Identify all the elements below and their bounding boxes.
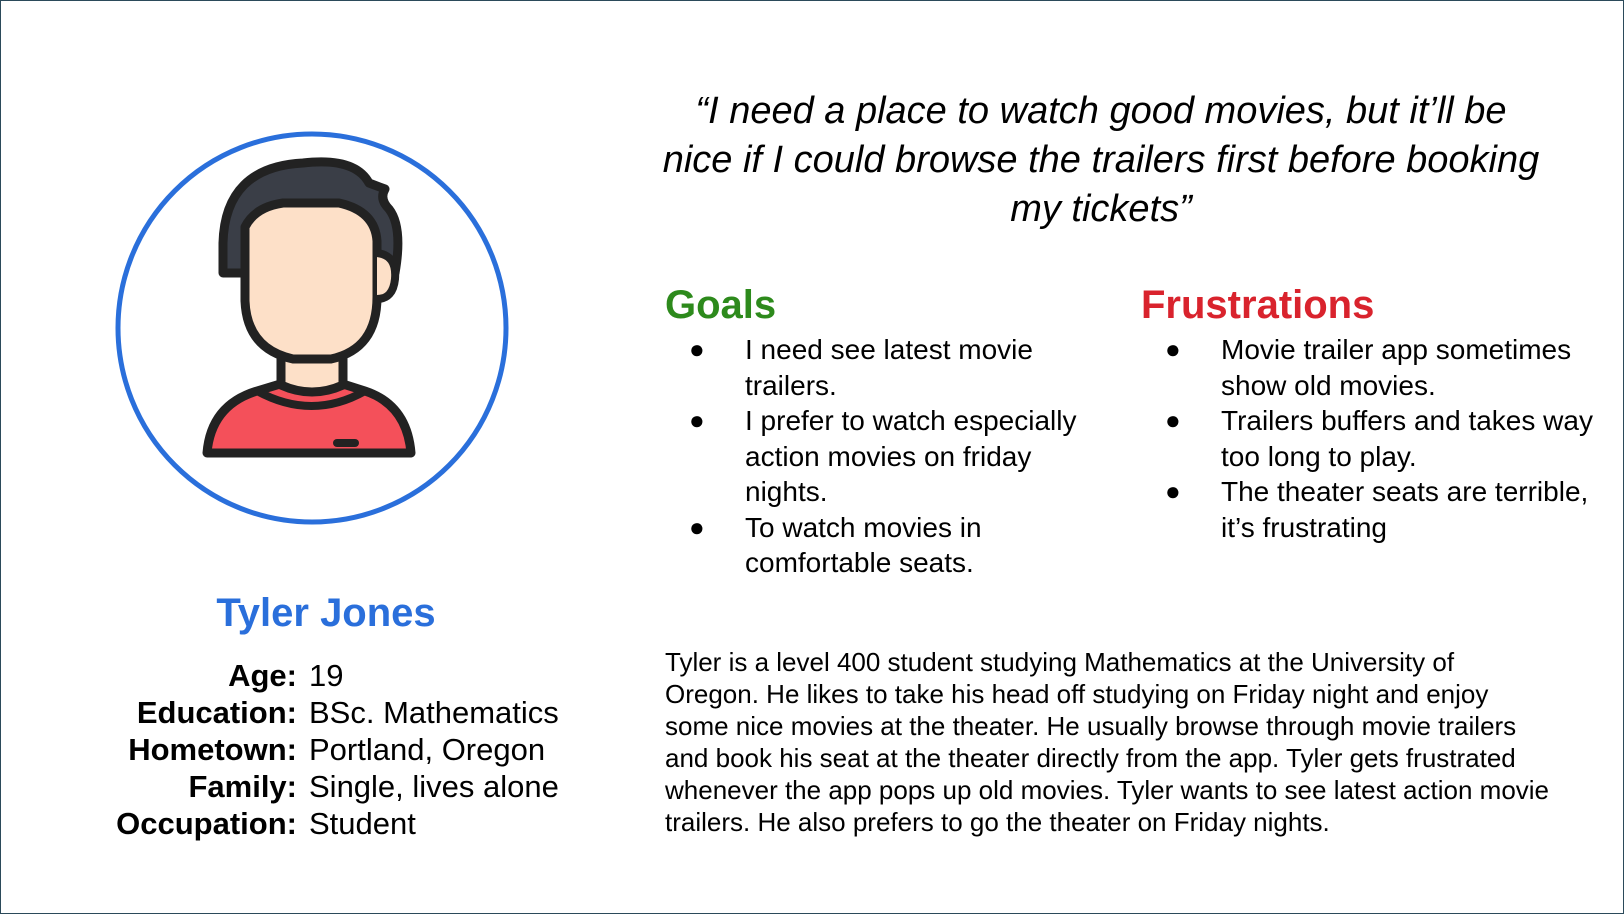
detail-education: Education: BSc. Mathematics [1, 694, 621, 731]
bullet-dot: ● [689, 405, 705, 435]
detail-label: Education: [136, 694, 297, 730]
frustration-text: Movie trailer app sometimes show old mov… [1221, 334, 1572, 401]
detail-hometown: Hometown: Portland, Oregon [1, 731, 621, 768]
persona-details: Age: 19 Education: BSc. Mathematics Home… [1, 657, 621, 842]
detail-age: Age: 19 [1, 657, 621, 694]
detail-value: Single, lives alone [309, 768, 559, 804]
detail-label: Hometown: [128, 731, 297, 767]
frustration-text: The theater seats are terrible, it’s fru… [1221, 476, 1589, 543]
list-item: ● Trailers buffers and takes way too lon… [1157, 403, 1597, 474]
detail-value: 19 [309, 657, 344, 693]
persona-bio: Tyler is a level 400 student studying Ma… [665, 647, 1550, 837]
list-item: ● Movie trailer app sometimes show old m… [1157, 332, 1597, 403]
detail-value: Student [309, 805, 416, 841]
detail-label: Family: [188, 768, 297, 804]
frustrations-heading: Frustrations [1141, 283, 1375, 327]
list-item: ● The theater seats are terrible, it’s f… [1157, 474, 1597, 545]
bullet-dot: ● [689, 511, 705, 542]
goal-text: To watch movies in comfortable seats. [745, 511, 982, 579]
detail-family: Family: Single, lives alone [1, 768, 621, 805]
list-item: ● I prefer to watch especially action mo… [681, 403, 1081, 510]
detail-value: Portland, Oregon [309, 731, 546, 767]
goals-heading: Goals [665, 283, 777, 327]
bullet-dot: ● [1165, 405, 1181, 435]
detail-label: Occupation: [116, 805, 297, 841]
avatar [107, 123, 517, 533]
goal-text: I need see latest movie trailers. [745, 334, 1033, 401]
persona-quote: “I need a place to watch good movies, bu… [662, 90, 1540, 230]
frustration-text: Trailers buffers and takes way too long … [1221, 405, 1593, 472]
person-avatar-icon [115, 131, 509, 525]
bullet-dot: ● [1165, 476, 1181, 506]
bullet-dot: ● [689, 334, 705, 364]
list-item: ● I need see latest movie trailers. [681, 332, 1081, 403]
detail-value: BSc. Mathematics [309, 694, 559, 730]
list-item: ● To watch movies in comfortable seats. [681, 510, 1081, 581]
persona-name: Tyler Jones [216, 591, 436, 635]
frustrations-list: ● Movie trailer app sometimes show old m… [1157, 332, 1597, 545]
detail-occupation: Occupation: Student [1, 805, 621, 842]
goals-list: ● I need see latest movie trailers. ● I … [681, 332, 1081, 581]
detail-label: Age: [228, 657, 297, 693]
goal-text: I prefer to watch especially action movi… [745, 405, 1077, 507]
bullet-dot: ● [1165, 334, 1181, 364]
